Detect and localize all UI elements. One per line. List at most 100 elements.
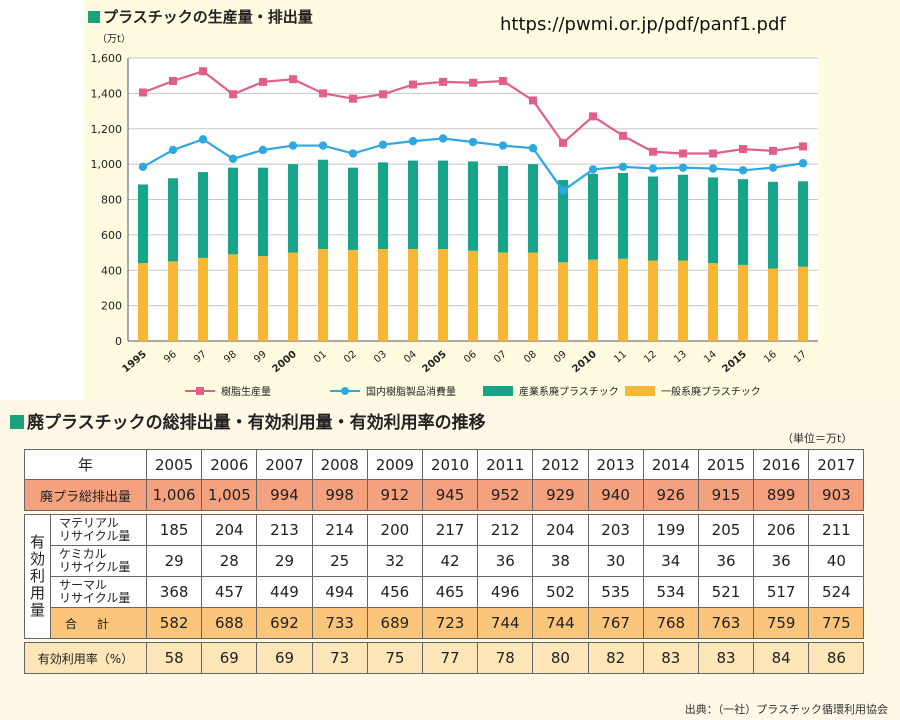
year-cell: 2017 <box>808 449 865 480</box>
consumption-point <box>588 165 598 174</box>
bar-industrial <box>378 162 388 250</box>
resin-point <box>529 96 537 105</box>
x-tick-label: 07 <box>492 349 509 366</box>
x-tick-label: 16 <box>762 349 779 366</box>
x-tick-label: 09 <box>552 349 569 366</box>
bar-general <box>708 263 718 341</box>
total-label: 廃プラ総排出量 <box>23 479 148 511</box>
bar-general <box>288 252 298 341</box>
resin-point <box>679 149 687 158</box>
total-cell: 903 <box>808 479 865 511</box>
rate-cell: 80 <box>532 642 589 674</box>
rate-cell: 82 <box>587 642 644 674</box>
source-note: 出典：（一社）プラスチック循環利用協会 <box>684 703 888 716</box>
thermal-cell: 517 <box>753 576 810 608</box>
rate-cell: 58 <box>146 642 203 674</box>
total-cell: 952 <box>477 479 534 511</box>
bar-general <box>468 250 478 341</box>
thermal-cell: 449 <box>256 576 313 608</box>
material-cell: 211 <box>808 514 865 546</box>
thermal-cell: 502 <box>532 576 589 608</box>
table-title: 廃プラスチックの総排出量・有効利用量・有効利用率の推移 <box>10 408 486 433</box>
resin-point <box>139 88 147 97</box>
rate-cell: 78 <box>477 642 534 674</box>
y-tick-label: 200 <box>101 300 122 313</box>
bar-general <box>528 252 538 341</box>
x-tick-label: 12 <box>642 349 659 366</box>
consumption-point <box>258 145 268 155</box>
rate-cell: 75 <box>366 642 423 674</box>
total-cell: 912 <box>366 479 423 511</box>
sum-cell: 689 <box>366 607 423 639</box>
x-tick-label: 01 <box>312 349 329 366</box>
bar-general <box>408 249 418 341</box>
bar-industrial <box>318 159 328 250</box>
y-tick-label: 1,400 <box>91 87 123 100</box>
bar-general <box>768 268 778 341</box>
bar-general <box>318 249 328 341</box>
rate-label: 有効利用率（%） <box>23 642 148 674</box>
consumption-point <box>738 166 748 175</box>
resin-point <box>649 147 657 156</box>
bar-industrial <box>288 164 298 253</box>
chemical-cell: 30 <box>587 545 644 577</box>
thermal-cell: 524 <box>808 576 865 608</box>
sum-cell: 688 <box>201 607 258 639</box>
chemical-cell: 34 <box>642 545 699 577</box>
thermal-cell: 457 <box>201 576 258 608</box>
consumption-point <box>648 164 658 173</box>
resin-point <box>799 142 807 151</box>
bar-industrial <box>528 164 538 253</box>
material-cell: 217 <box>421 514 479 546</box>
bar-industrial <box>588 173 598 260</box>
table-row: サーマル リサイクル量 368 457 449 494 456 465 496 502 535 534… <box>25 576 865 608</box>
sum-label: 合 計 <box>49 607 148 639</box>
year-cell: 2015 <box>697 449 755 480</box>
year-cell: 2008 <box>311 449 368 480</box>
table-row: 有効利用率（%） 58 69 69 73 75 77 78 80 82 83 83 84 86 <box>23 642 865 674</box>
consumption-point <box>678 163 688 172</box>
y-tick-label: 1,000 <box>91 158 123 171</box>
y-tick-label: 400 <box>101 264 122 277</box>
x-tick-label: 2005 <box>421 349 449 375</box>
y-tick-label: 1,200 <box>91 123 123 136</box>
consumption-point <box>228 154 238 164</box>
x-tick-label: 2010 <box>571 349 599 375</box>
x-tick-label: 17 <box>792 349 809 366</box>
sum-cell: 763 <box>697 607 755 639</box>
x-tick-label: 96 <box>162 349 179 366</box>
year-cell: 2011 <box>477 449 534 480</box>
consumption-point <box>708 164 718 173</box>
resin-point <box>739 145 747 154</box>
material-cell: 185 <box>146 514 203 546</box>
year-cell: 2010 <box>421 449 479 480</box>
rate-cell: 84 <box>753 642 810 674</box>
consumption-point <box>348 149 358 158</box>
resin-point <box>319 89 327 98</box>
year-header: 年 <box>23 449 148 480</box>
consumption-point <box>528 144 538 153</box>
year-cell: 2012 <box>532 449 589 480</box>
sum-cell: 744 <box>532 607 589 639</box>
resin-point <box>709 149 717 158</box>
resin-point <box>379 90 387 99</box>
material-label: マテリアル リサイクル量 <box>49 514 148 546</box>
consumption-point <box>498 141 508 150</box>
sum-cell: 692 <box>256 607 313 639</box>
resin-point <box>439 77 447 86</box>
bar-general <box>798 266 808 341</box>
rate-cell: 77 <box>421 642 479 674</box>
source-url: https://pwmi.or.jp/pdf/panf1.pdf <box>500 14 786 35</box>
table-row: 有効利用量マテリアル リサイクル量 185 204 213 214 200 217 212 204… <box>24 514 865 639</box>
consumption-point <box>378 140 388 149</box>
x-tick-label: 11 <box>612 349 629 366</box>
y-axis-label: （万t） <box>97 33 131 45</box>
y-tick-label: 600 <box>101 229 122 242</box>
consumption-point <box>798 159 808 168</box>
x-tick-label: 04 <box>402 349 419 366</box>
total-cell: 926 <box>642 479 699 511</box>
chart-title: プラスチックの生産量・排出量 <box>88 6 313 27</box>
chemical-cell: 42 <box>421 545 479 577</box>
chemical-cell: 36 <box>697 545 755 577</box>
bar-general <box>588 259 598 341</box>
